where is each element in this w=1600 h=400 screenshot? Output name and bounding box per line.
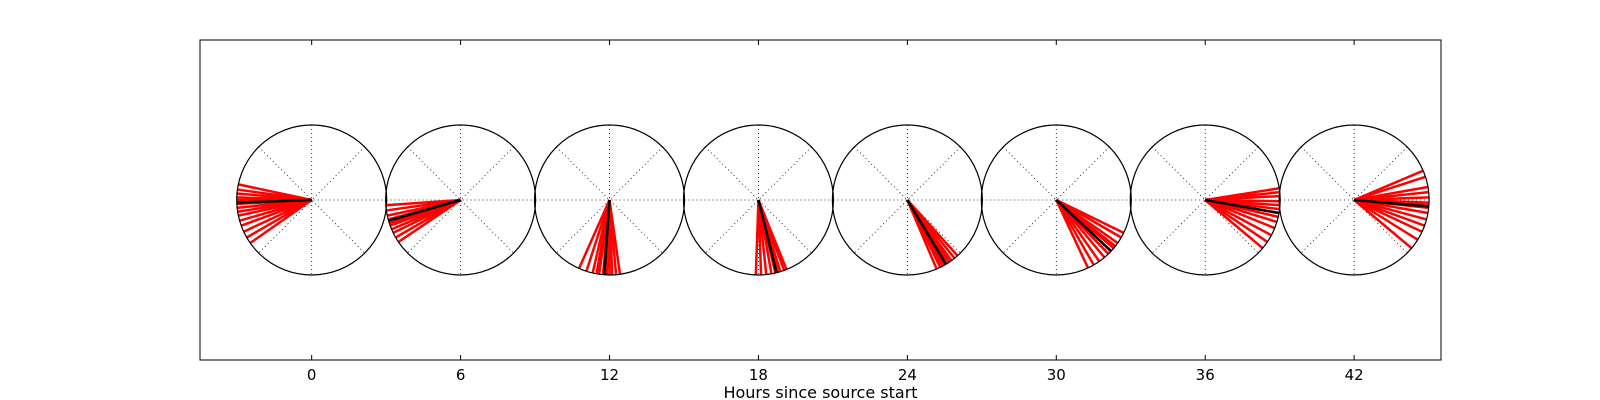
mean-vector: [906, 199, 948, 265]
mean-vector: [388, 198, 461, 222]
mean-vector: [757, 199, 778, 274]
plot-frame: [199, 39, 1442, 361]
wind-vector: [1205, 187, 1280, 202]
x-tick-label: 6: [456, 366, 466, 384]
wind-vector: [608, 199, 622, 275]
mean-vector: [1055, 199, 1112, 253]
rose-layer: [236, 124, 1430, 276]
wind-vector: [577, 199, 611, 270]
wind-rose: [831, 124, 983, 276]
wind-rose: [533, 124, 686, 276]
wind-vector: [249, 198, 313, 245]
wind-vector: [1204, 199, 1264, 250]
wind-rose: [236, 124, 388, 276]
rose-guide-line: [407, 146, 514, 254]
rose-guide-line: [1002, 146, 1110, 254]
x-tick-label: 42: [1345, 366, 1364, 384]
wind-vector: [1353, 185, 1429, 202]
wind-vector: [1204, 198, 1273, 237]
mean-vector: [1204, 198, 1280, 215]
wind-rose: [682, 124, 835, 276]
x-tick-label: 36: [1196, 366, 1215, 384]
wind-vector: [1204, 198, 1269, 243]
mean-vector: [603, 199, 611, 275]
wind-vector: [1353, 169, 1424, 202]
rose-guide-line: [407, 146, 514, 254]
wind-rose: [1278, 124, 1430, 276]
rose-circle: [1278, 124, 1430, 276]
wind-vector: [1055, 198, 1125, 235]
wind-rose: [385, 124, 537, 276]
mean-vector: [236, 198, 312, 204]
wind-vector: [397, 198, 462, 243]
wind-vector: [1353, 199, 1413, 250]
wind-vector: [1353, 198, 1419, 241]
x-tick-label: 30: [1047, 366, 1066, 384]
mean-vector: [1354, 198, 1429, 208]
rose-guide-line: [556, 146, 663, 254]
wind-rose: [1129, 124, 1281, 276]
wind-rose: [980, 124, 1132, 276]
x-axis-label: Hours since source start: [723, 383, 917, 400]
rose-guide-line: [556, 146, 663, 254]
x-tick-label: 12: [600, 366, 619, 384]
rose-guide-line: [1300, 146, 1408, 254]
rose-guide-line: [1300, 146, 1408, 254]
wind-vector: [906, 199, 959, 257]
x-tick-label: 18: [749, 366, 768, 384]
wind-vector: [757, 199, 788, 271]
x-tick-label: 0: [307, 366, 317, 384]
x-tick-label: 24: [898, 366, 917, 384]
x-ticks: 0 6 12 18 24 30 36 42: [307, 40, 1364, 384]
